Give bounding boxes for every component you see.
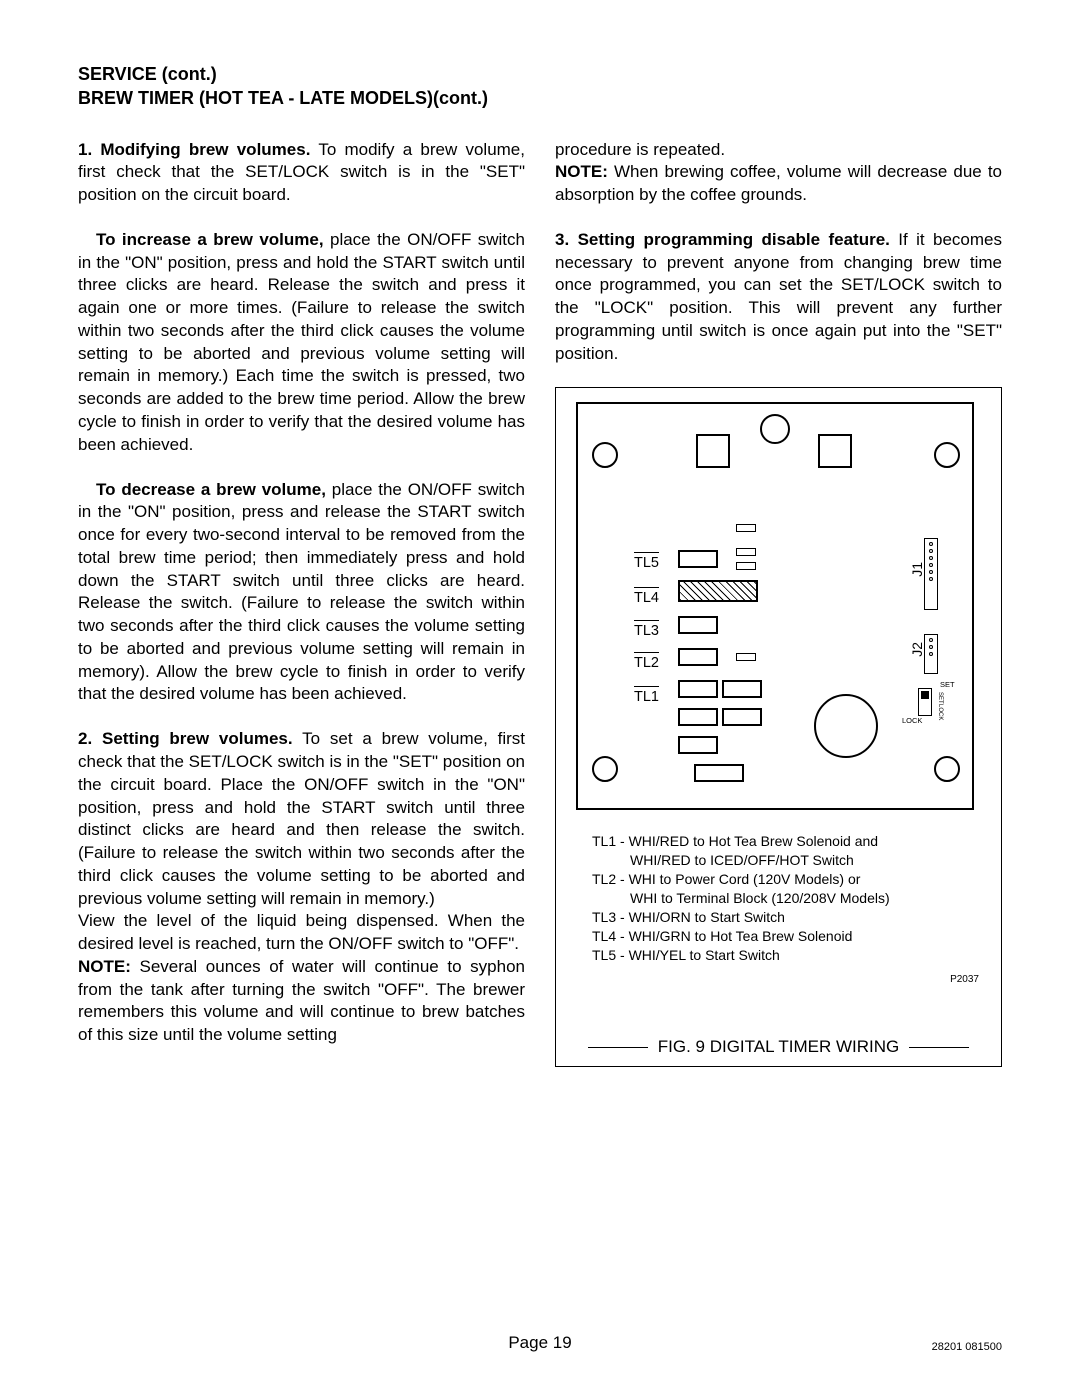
para-2: To increase a brew volume, place the ON/… [78, 229, 525, 457]
terminal-icon [722, 680, 762, 698]
hole-icon [592, 756, 618, 782]
para-1-lead: 1. Modifying brew volumes. [78, 140, 310, 159]
label-tl3: TL3 [634, 620, 659, 641]
legend-l3: TL3 - WHI/ORN to Start Switch [592, 908, 972, 927]
zigzag-icon [678, 580, 758, 602]
terminal-icon [678, 550, 718, 568]
terminal-icon [694, 764, 744, 782]
label-j1: J1 [908, 562, 927, 577]
hole-icon [934, 756, 960, 782]
para-3-rest: place the ON/OFF switch in the "ON" posi… [78, 480, 525, 704]
para-5: View the level of the liquid being dispe… [78, 910, 525, 956]
hole-icon [760, 414, 790, 444]
para-6-lead: NOTE: [78, 957, 131, 976]
para-r3-rest: If it becomes necessary to prevent anyon… [555, 230, 1002, 363]
para-1: 1. Modifying brew volumes. To modify a b… [78, 139, 525, 207]
para-r2: NOTE: When brewing coffee, volume will d… [555, 161, 1002, 207]
label-j2: J2 [908, 642, 927, 657]
para-6-rest: Several ounces of water will continue to… [78, 957, 525, 1044]
doc-number: 28201 081500 [932, 1341, 1002, 1353]
component-icon [696, 434, 730, 468]
header-line1: SERVICE (cont.) [78, 62, 1002, 86]
label-lock: LOCK [902, 716, 922, 726]
component-icon [818, 434, 852, 468]
label-set: SET [940, 680, 955, 690]
terminal-icon [722, 708, 762, 726]
terminal-icon [678, 680, 718, 698]
legend-l1: TL1 - WHI/RED to Hot Tea Brew Solenoid a… [592, 832, 972, 851]
legend-l5: TL5 - WHI/YEL to Start Switch [592, 946, 972, 965]
pad-icon [736, 562, 756, 570]
right-column: procedure is repeated. NOTE: When brewin… [555, 139, 1002, 1068]
para-r2-rest: When brewing coffee, volume will decreas… [555, 162, 1002, 204]
page-header: SERVICE (cont.) BREW TIMER (HOT TEA - LA… [78, 62, 1002, 111]
terminal-icon [678, 708, 718, 726]
legend: TL1 - WHI/RED to Hot Tea Brew Solenoid a… [592, 832, 972, 964]
pad-icon [736, 524, 756, 532]
para-r3-lead: 3. Setting programming disable feature. [555, 230, 890, 249]
setlock-switch [918, 688, 932, 716]
label-tl1: TL1 [634, 686, 659, 707]
para-2-lead: To increase a brew volume, [96, 230, 324, 249]
label-sw-set: SET [936, 692, 944, 704]
para-r1: procedure is repeated. [555, 139, 1002, 162]
para-3-lead: To decrease a brew volume, [96, 480, 326, 499]
hole-icon [592, 442, 618, 468]
para-4-rest: To set a brew volume, first check that t… [78, 729, 525, 907]
pad-icon [736, 653, 756, 661]
terminal-icon [678, 616, 718, 634]
legend-l1b: WHI/RED to ICED/OFF/HOT Switch [592, 851, 972, 870]
part-number: P2037 [950, 973, 979, 986]
terminal-icon [678, 736, 718, 754]
legend-l4: TL4 - WHI/GRN to Hot Tea Brew Solenoid [592, 927, 972, 946]
label-tl4: TL4 [634, 587, 659, 608]
header-line2: BREW TIMER (HOT TEA - LATE MODELS)(cont.… [78, 86, 1002, 110]
hole-icon [934, 442, 960, 468]
left-column: 1. Modifying brew volumes. To modify a b… [78, 139, 525, 1068]
circuit-board: TL5 TL4 TL3 TL2 TL1 [576, 402, 974, 810]
hole-icon [814, 694, 878, 758]
legend-l2: TL2 - WHI to Power Cord (120V Models) or [592, 870, 972, 889]
figure-caption: FIG. 9 DIGITAL TIMER WIRING [556, 1036, 1001, 1059]
para-6: NOTE: Several ounces of water will conti… [78, 956, 525, 1047]
figure-box: TL5 TL4 TL3 TL2 TL1 [555, 387, 1002, 1067]
label-tl5: TL5 [634, 552, 659, 573]
para-4-lead: 2. Setting brew volumes. [78, 729, 293, 748]
para-2-rest: place the ON/OFF switch in the "ON" posi… [78, 230, 525, 454]
label-tl2: TL2 [634, 652, 659, 673]
para-3: To decrease a brew volume, place the ON/… [78, 479, 525, 707]
para-r3: 3. Setting programming disable feature. … [555, 229, 1002, 366]
para-4: 2. Setting brew volumes. To set a brew v… [78, 728, 525, 910]
pad-icon [736, 548, 756, 556]
terminal-icon [678, 648, 718, 666]
para-r2-lead: NOTE: [555, 162, 608, 181]
page-number: Page 19 [0, 1333, 1080, 1353]
legend-l2b: WHI to Terminal Block (120/208V Models) [592, 889, 972, 908]
label-sw-lock: LOCK [936, 704, 944, 720]
